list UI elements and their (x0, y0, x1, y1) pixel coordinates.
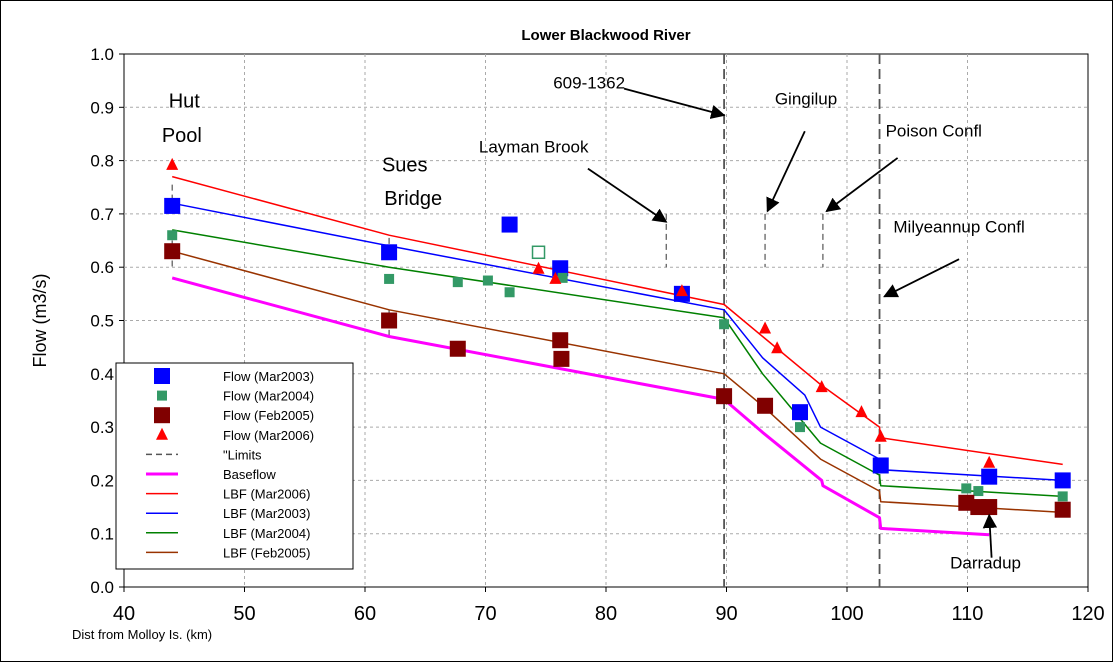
data-point-flow-mar2004 (452, 277, 463, 288)
data-point-flow-mar2004 (973, 486, 984, 497)
series-line-baseflow (171, 276, 990, 537)
data-point-flow-mar2004 (719, 319, 730, 330)
data-point-flow-mar2006 (815, 380, 828, 393)
y-tick-label: 1.0 (90, 45, 114, 64)
annotation-arrow (825, 157, 899, 213)
data-point-flow-feb2005 (1054, 501, 1071, 518)
x-axis-label: Dist from Molloy Is. (km) (72, 627, 212, 642)
x-tick-label: 40 (113, 603, 135, 625)
x-tick-label: 70 (474, 603, 496, 625)
x-tick-label: 60 (354, 603, 376, 625)
legend-swatch (154, 407, 170, 424)
annotation-label: Gingilup (775, 90, 837, 109)
x-tick-label: 50 (233, 603, 255, 625)
y-axis-label: Flow (m3/s) (30, 274, 50, 368)
data-point-flow-mar2004 (1057, 491, 1068, 502)
annotation-label: Hut (169, 90, 201, 112)
data-point-flow-feb2005 (552, 332, 569, 349)
annotation-label: 609-1362 (553, 74, 625, 93)
data-point-flow-mar2003 (164, 197, 181, 214)
data-point-flow-mar2004 (961, 483, 972, 494)
data-point-flow-mar2004 (557, 272, 568, 283)
annotation-arrow (623, 87, 726, 119)
x-tick-label: 90 (715, 603, 737, 625)
annotation-label: Pool (162, 125, 202, 147)
annotation-arrow (766, 130, 806, 213)
y-tick-label: 0.5 (90, 312, 114, 331)
data-point-flow-mar2006 (759, 321, 772, 334)
data-point-flow-feb2005 (381, 312, 398, 329)
data-point-flow-mar2006 (675, 284, 688, 297)
data-point-flow-mar2004 (504, 287, 515, 298)
annotation-label: Poison Confl (886, 122, 982, 141)
data-point-flow-mar2004 (482, 275, 493, 286)
data-point-flow-mar2006 (874, 429, 887, 442)
x-tick-label: 110 (952, 603, 984, 625)
data-point-flow-mar2006 (166, 157, 179, 170)
legend-label: "Limits (223, 447, 262, 462)
y-tick-label: 0.9 (90, 98, 114, 117)
legend-swatch (157, 390, 167, 401)
legend-label: LBF (Feb2005) (223, 545, 310, 560)
legend-label: Flow (Feb2005) (223, 408, 314, 423)
legend-label: Flow (Mar2004) (223, 389, 314, 404)
data-point-flow-mar2006 (771, 341, 784, 354)
x-tick-label: 80 (595, 603, 617, 625)
data-point-flow-feb2005 (981, 499, 998, 516)
data-point-flow-mar2006 (983, 455, 996, 468)
data-point-flow-mar2004 (384, 273, 395, 284)
data-point-flow-mar2003 (501, 216, 518, 233)
data-point-flow-mar2003 (552, 260, 569, 277)
legend-swatch (156, 427, 168, 440)
y-tick-label: 0.7 (90, 205, 114, 224)
data-point-flow-mar2006 (532, 261, 545, 274)
data-point-flow-feb2005 (164, 243, 181, 260)
x-tick-label: 100 (830, 603, 863, 625)
x-tick-label: 120 (1071, 603, 1104, 625)
data-point-flow-mar2006 (549, 271, 562, 284)
data-point-flow-mar2004 (167, 230, 178, 241)
legend-label: LBF (Mar2003) (223, 506, 310, 521)
data-point-flow-mar2003 (381, 244, 398, 261)
annotation-arrow (883, 258, 960, 298)
y-tick-label: 0.2 (90, 471, 114, 490)
annotation-label: Bridge (384, 188, 442, 210)
legend-label: LBF (Mar2006) (223, 487, 310, 502)
data-point-flow-feb2005 (449, 340, 466, 357)
legend-box (115, 362, 354, 570)
data-point-flow-mar2006 (855, 405, 868, 418)
chart-title: Lower Blackwood River (521, 27, 690, 44)
data-point-flow-mar2003 (1054, 472, 1071, 489)
legend-label: LBF (Mar2004) (223, 526, 310, 541)
data-point-flow-mar2003 (981, 468, 998, 485)
data-point-flow-mar2003 (872, 457, 889, 474)
annotation-label: Layman Brook (479, 138, 589, 157)
legend-label: Baseflow (223, 467, 276, 482)
annotation-label: Sues (382, 154, 428, 176)
annotation-arrow (982, 513, 998, 558)
annotation-arrow (587, 167, 668, 223)
data-point-flow-feb2005 (958, 494, 975, 511)
data-point-flow-feb2005 (553, 350, 570, 367)
legend-label: Flow (Mar2003) (223, 369, 314, 384)
y-tick-label: 0.3 (90, 418, 114, 437)
legend-label: Flow (Mar2006) (223, 428, 314, 443)
series-line-lbf-mar2004 (172, 229, 1063, 498)
y-tick-label: 0.0 (90, 578, 114, 597)
y-tick-label: 0.8 (90, 152, 114, 171)
data-point-flow-feb2005 (716, 388, 733, 405)
annotation-label: Milyeannup Confl (893, 218, 1024, 237)
y-tick-label: 0.4 (90, 365, 114, 384)
data-point-flow-mar2004 (795, 422, 806, 433)
data-point-flow-mar2003 (792, 404, 809, 421)
annotation-label: Darradup (950, 553, 1021, 572)
legend-swatch (154, 368, 170, 384)
data-point-flow-open (531, 245, 546, 260)
data-point-flow-feb2005 (757, 397, 774, 414)
series-line-lbf-feb2005 (172, 250, 1063, 514)
y-tick-label: 0.6 (90, 258, 114, 277)
y-tick-label: 0.1 (90, 525, 114, 544)
